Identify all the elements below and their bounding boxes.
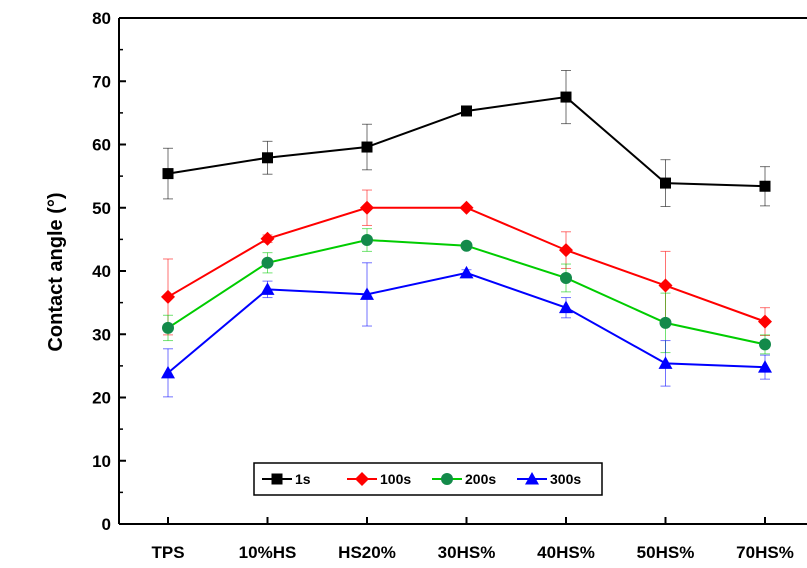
legend-label-1s: 1s — [295, 471, 311, 487]
legend-marker-300s — [525, 472, 539, 485]
x-tick-label: 70HS% — [736, 543, 794, 562]
legend-marker-1s — [271, 473, 283, 485]
series-100s-point — [758, 314, 772, 329]
series-300s-point — [459, 265, 474, 279]
series-300s-point — [559, 300, 573, 314]
y-tick-label: 80 — [92, 9, 111, 28]
series-1s-point — [461, 105, 472, 117]
legend-marker-100s — [355, 472, 369, 486]
series-1s-point — [560, 91, 572, 103]
series-200s-point — [759, 338, 771, 351]
series-200s-point — [361, 234, 373, 247]
series-lines — [167, 96, 766, 374]
series-100s-point — [658, 278, 673, 293]
series-300s-point — [758, 360, 772, 373]
legend-label-300s: 300s — [550, 471, 581, 487]
series-100s-point — [360, 200, 374, 215]
x-tick-label: HS20% — [338, 543, 396, 562]
x-tick-label: 40HS% — [537, 543, 595, 562]
y-tick-label: 0 — [102, 515, 111, 534]
legend-label-100s: 100s — [380, 471, 411, 487]
y-axis-title: Contact angle (°) — [45, 192, 67, 351]
y-tick-label: 30 — [92, 325, 111, 344]
series-200s-point — [460, 239, 473, 252]
legend: 1s 100s 200s 300s — [253, 462, 603, 496]
series-300s-point — [161, 365, 175, 379]
series-200s-line — [167, 239, 766, 346]
series-300s-line — [167, 271, 766, 374]
series-300s-point — [260, 282, 275, 295]
series-200s-point — [659, 316, 672, 329]
error-bars — [163, 69, 770, 398]
series-markers — [161, 91, 772, 379]
series-300s-point — [360, 287, 374, 300]
series-1s-point — [262, 152, 273, 164]
series-200s-point — [162, 321, 174, 334]
y-tick-label: 70 — [92, 72, 111, 91]
y-tick-label: 20 — [92, 389, 111, 408]
x-tick-label: 10%HS — [239, 543, 297, 562]
series-100s-point — [260, 231, 275, 246]
series-1s-point — [660, 177, 671, 189]
series-200s-point — [261, 256, 274, 269]
y-tick-label: 60 — [92, 136, 111, 155]
series-1s-point — [759, 180, 771, 192]
series-300s-point — [658, 356, 673, 369]
axes: 0 10 20 30 40 50 60 70 80 TPS 10%HS HS20% 30HS% 40HS%… — [92, 9, 807, 562]
y-tick-label: 40 — [92, 262, 111, 281]
x-tick-label: 30HS% — [438, 543, 496, 562]
legend-marker-200s — [441, 473, 453, 485]
series-100s-point — [459, 200, 474, 215]
legend-label-200s: 200s — [465, 471, 496, 487]
y-tick-label: 10 — [92, 452, 111, 471]
series-1s-point — [162, 168, 174, 180]
series-100s-point — [559, 243, 573, 258]
series-100s-line — [167, 206, 766, 323]
x-tick-label: 50HS% — [637, 543, 695, 562]
series-1s-point — [361, 141, 373, 153]
series-200s-point — [560, 271, 572, 284]
x-tick-label: TPS — [151, 543, 184, 562]
series-100s-point — [161, 289, 175, 304]
y-tick-label: 50 — [92, 199, 111, 218]
